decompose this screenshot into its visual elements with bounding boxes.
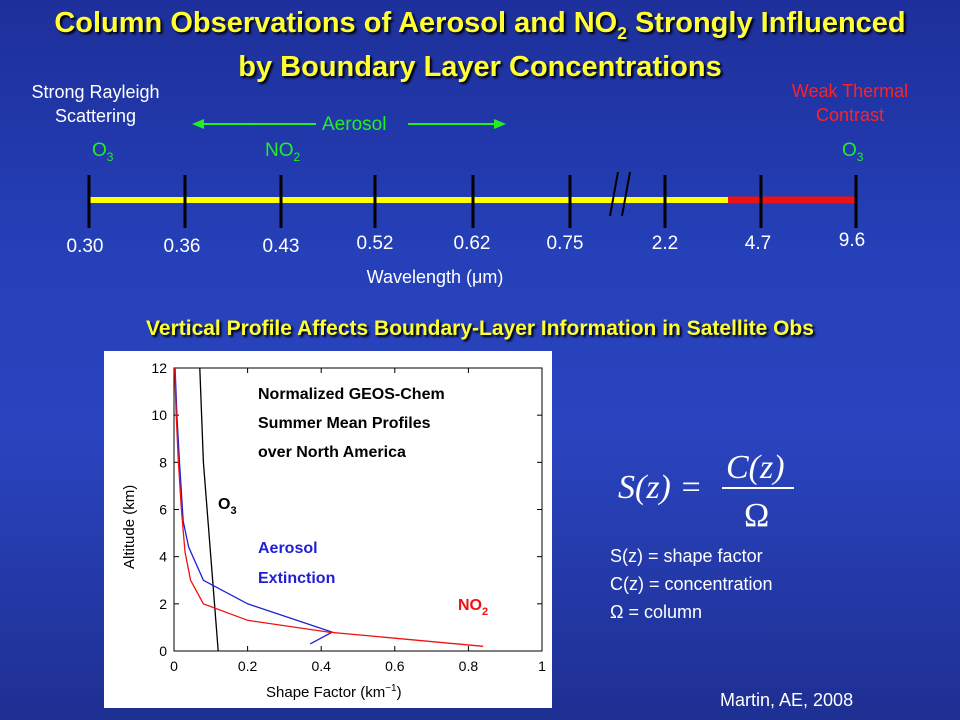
annotation-line2: Summer Mean Profiles [258,415,431,432]
formula-lhs: S(z) = [618,469,702,506]
no2-top-label: NO2 [265,140,300,164]
x-axis-label-main: Shape Factor (km [266,684,385,701]
thermal-note-line1: Weak Thermal [791,81,909,101]
o3-left-label: O3 [92,140,113,164]
axis-break-line1 [609,171,619,217]
no2-top-sub: 2 [293,149,301,164]
wavelength-scale [87,171,858,228]
main-title: Column Observations of Aerosol and NO2 S… [0,6,960,84]
o3-series-label-sub: 3 [230,505,236,517]
o3-series-label-base: O [218,496,230,513]
o3-right-base: O [842,140,857,161]
section-subtitle: Vertical Profile Affects Boundary-Layer … [146,317,814,340]
aerosol-series-label-line2: Extinction [258,570,335,587]
y-tick-label: 6 [159,502,167,518]
axis-break-line2 [621,171,631,217]
title-line1-sub: 2 [617,22,627,43]
aerosol-arrow-right-head [494,119,506,129]
wavelength-47: 4.7 [744,233,772,254]
y-tick-label: 0 [159,643,167,659]
wavelength-043: 0.43 [262,236,300,257]
x-tick-label: 0.6 [385,658,405,674]
rayleigh-note-line1: Strong Rayleigh [31,82,160,102]
title-line2: by Boundary Layer Concentrations [238,50,722,83]
no2-series-label: NO2 [458,597,488,618]
series-line-o3 [199,367,219,652]
x-tick-label: 0 [170,658,178,674]
o3-left-sub: 3 [106,149,114,164]
x-axis-label-end: ) [397,684,402,701]
wavelength-075: 0.75 [546,233,584,254]
no2-series-label-base: NO [458,597,482,614]
shape-factor-formula: S(z) = C(z) Ω [618,449,794,534]
y-tick-label: 8 [159,454,167,470]
rayleigh-note-line2: Scattering [54,106,137,126]
formula-denominator: Ω [744,497,769,534]
series-group [174,367,484,652]
definition-concentration: C(z) = concentration [610,574,773,594]
wavelength-ticks [87,175,858,228]
aerosol-label: Aerosol [322,114,387,135]
wavelength-030: 0.30 [66,236,104,257]
wavelength-96: 9.6 [838,230,866,251]
x-tick-label: 0.8 [459,658,479,674]
wavelength-036: 0.36 [163,236,201,257]
thermal-note-line2: Contrast [815,105,885,125]
annotation-line3: over North America [258,444,406,461]
y-tick-label: 12 [151,360,167,376]
y-tick-label: 4 [159,549,167,565]
chart-panel: 0 0.2 0.4 0.6 0.8 1 0 2 4 6 8 10 12 Normalized GEOS-… [104,351,552,708]
x-axis-label: Shape Factor (km−1) [266,683,402,701]
o3-series-label: O3 [218,496,237,517]
formula-numerator: C(z) [726,449,785,486]
x-tick-label: 0.2 [238,658,258,674]
definitions: S(z) = shape factor C(z) = concentration… [610,542,773,626]
wavelength-axis-label: Wavelength (μm) [366,267,504,287]
x-tick-label: 0.4 [311,658,331,674]
y-tick-label: 10 [151,407,167,423]
series-line-no2 [174,367,484,647]
aerosol-arrow-left-head [192,119,204,129]
definition-column: Ω = column [610,602,702,622]
wavelength-052: 0.52 [356,233,394,254]
o3-right-label: O3 [842,140,863,164]
axis-break-icon [609,171,631,217]
rayleigh-note: Strong Rayleigh Scattering [8,80,183,128]
title-line1-pre: Column Observations of Aerosol and NO [54,7,618,39]
y-axis-label: Altitude (km) [121,485,138,569]
x-axis-label-sup: −1 [385,683,397,694]
title-line1-post: Strongly Influenced [626,7,906,39]
no2-top-base: NO [265,140,294,161]
definition-shape-factor: S(z) = shape factor [610,546,763,566]
o3-right-sub: 3 [856,149,864,164]
thermal-note: Weak Thermal Contrast [760,79,940,127]
aerosol-arrow [192,119,506,129]
wavelength-22: 2.2 [651,233,679,254]
series-line-aerosol-extinction [174,367,334,645]
no2-series-label-sub: 2 [482,606,488,618]
wavelength-062: 0.62 [453,233,491,254]
o3-left-base: O [92,140,107,161]
aerosol-series-label-line1: Aerosol [258,540,318,557]
annotation-line1: Normalized GEOS-Chem [258,386,445,403]
y-tick-label: 2 [159,596,167,612]
x-tick-label: 1 [538,658,546,674]
citation: Martin, AE, 2008 [720,690,854,710]
